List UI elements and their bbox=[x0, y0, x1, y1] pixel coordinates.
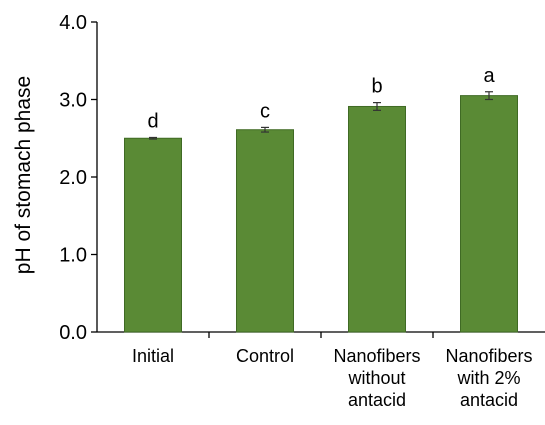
x-tick-label: Nanofibers with 2% antacid bbox=[445, 346, 532, 410]
bar bbox=[124, 137, 182, 333]
bar bbox=[348, 105, 406, 333]
significance-letter: a bbox=[483, 65, 495, 87]
x-tick-label: Control bbox=[236, 346, 294, 366]
y-axis-label: pH of stomach phase bbox=[12, 76, 35, 274]
bars bbox=[124, 91, 518, 333]
significance-letter: b bbox=[371, 76, 382, 98]
bar bbox=[236, 129, 294, 333]
bar bbox=[460, 95, 518, 333]
x-tick-label: Nanofibers without antacid bbox=[333, 346, 420, 410]
y-tick-label: 0.0 bbox=[59, 322, 87, 344]
x-tick-label: Initial bbox=[132, 346, 174, 366]
y-tick-label: 3.0 bbox=[59, 90, 87, 112]
significance-letter: c bbox=[260, 100, 270, 122]
y-tick-label: 2.0 bbox=[59, 167, 87, 189]
labels: 0.0 1.0 2.0 3.0 4.0 d Initial c Control b Nanofibe… bbox=[59, 12, 532, 410]
y-tick-label: 1.0 bbox=[59, 245, 87, 267]
y-tick-label: 4.0 bbox=[59, 12, 87, 34]
significance-letter: d bbox=[147, 110, 158, 132]
